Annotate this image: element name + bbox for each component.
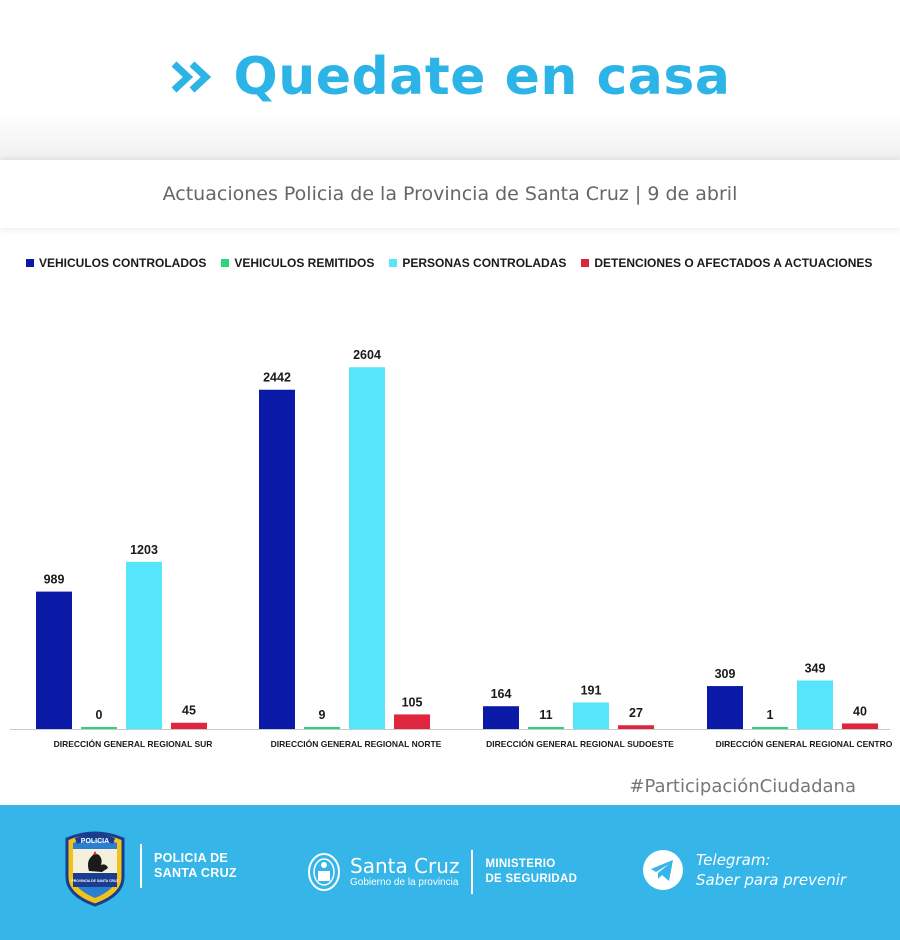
data-label: 989 bbox=[44, 573, 65, 587]
data-label: 2604 bbox=[353, 348, 381, 362]
data-label: 11 bbox=[539, 708, 552, 722]
footer: POLICIA PROVINCIA DE SANTA CRUZ POLICIA … bbox=[0, 805, 900, 940]
data-label: 164 bbox=[491, 687, 512, 701]
header: Quedate en casa bbox=[0, 0, 900, 160]
provincial-emblem-icon bbox=[308, 853, 340, 891]
legend-label: PERSONAS CONTROLADAS bbox=[402, 256, 567, 270]
telegram-text: Telegram: Saber para prevenir bbox=[696, 850, 846, 890]
chart-legend: VEHICULOS CONTROLADOS VEHICULOS REMITIDO… bbox=[26, 253, 896, 273]
double-chevron-right-icon bbox=[171, 61, 211, 93]
data-label: 0 bbox=[96, 708, 103, 722]
data-label: 27 bbox=[629, 706, 643, 720]
ministry-line-2: DE SEGURIDAD bbox=[485, 873, 578, 885]
legend-swatch bbox=[26, 259, 34, 267]
data-label: 349 bbox=[805, 662, 826, 676]
data-label: 45 bbox=[182, 704, 196, 718]
category-label: DIRECCIÓN GENERAL REGIONAL NORTE bbox=[271, 738, 442, 749]
province-name: Santa Cruz bbox=[350, 854, 460, 878]
page-title: Quedate en casa bbox=[233, 47, 731, 107]
category-label: DIRECCIÓN GENERAL REGIONAL CENTRO bbox=[716, 738, 893, 749]
police-line-2: SANTA CRUZ bbox=[154, 866, 237, 880]
bar bbox=[483, 706, 519, 729]
divider bbox=[140, 844, 142, 888]
bar bbox=[36, 591, 72, 729]
category-label: DIRECCIÓN GENERAL REGIONAL SUDOESTE bbox=[486, 738, 674, 749]
bar bbox=[394, 714, 430, 729]
legend-swatch bbox=[581, 259, 590, 267]
government-logo-group: Santa Cruz Gobierno de la provincia MINI… bbox=[306, 850, 577, 894]
bar bbox=[752, 727, 788, 729]
bar bbox=[304, 727, 340, 729]
data-label: 191 bbox=[581, 683, 602, 697]
police-name: POLICIA DE SANTA CRUZ bbox=[154, 851, 237, 881]
badge-top-text: POLICIA bbox=[81, 838, 109, 845]
province-sub: Gobierno de la provincia bbox=[350, 877, 459, 888]
chart-subtitle: Actuaciones Policia de la Provincia de S… bbox=[162, 183, 738, 205]
police-badge-icon: POLICIA PROVINCIA DE SANTA CRUZ bbox=[65, 831, 125, 907]
bar bbox=[528, 727, 564, 729]
bar bbox=[573, 702, 609, 729]
government-name: Santa Cruz Gobierno de la provincia bbox=[350, 855, 459, 889]
legend-label: VEHICULOS REMITIDOS bbox=[234, 256, 375, 270]
telegram-icon[interactable] bbox=[642, 849, 684, 891]
data-label: 1 bbox=[767, 708, 774, 722]
data-label: 309 bbox=[715, 667, 736, 681]
bar bbox=[707, 686, 743, 729]
bar bbox=[259, 389, 295, 729]
bar bbox=[842, 723, 878, 729]
category-label: DIRECCIÓN GENERAL REGIONAL SUR bbox=[54, 738, 213, 749]
bar bbox=[618, 725, 654, 729]
bar bbox=[797, 680, 833, 729]
bar bbox=[171, 722, 207, 729]
data-label: 105 bbox=[402, 695, 423, 709]
bar bbox=[349, 367, 385, 729]
legend-item-personas-controladas: PERSONAS CONTROLADAS bbox=[389, 256, 566, 270]
subtitle-band: Actuaciones Policia de la Provincia de S… bbox=[0, 160, 900, 228]
telegram-line-2: Saber para prevenir bbox=[696, 871, 847, 889]
legend-item-vehiculos-remitidos: VEHICULOS REMITIDOS bbox=[221, 256, 374, 270]
data-label: 1203 bbox=[130, 543, 158, 557]
bar bbox=[126, 561, 162, 729]
data-label: 40 bbox=[853, 704, 867, 718]
police-line-1: POLICIA DE bbox=[154, 851, 229, 865]
hashtag: #ParticipaciónCiudadana bbox=[629, 776, 856, 797]
legend-swatch bbox=[221, 259, 230, 267]
badge-bottom-text: PROVINCIA DE SANTA CRUZ bbox=[72, 879, 119, 883]
telegram-group: Telegram: Saber para prevenir bbox=[642, 849, 846, 891]
bar bbox=[81, 727, 117, 729]
legend-item-vehiculos-controlados: VEHICULOS CONTROLADOS bbox=[26, 256, 206, 270]
data-label: 9 bbox=[319, 708, 326, 722]
divider bbox=[471, 850, 474, 894]
data-label: 2442 bbox=[263, 371, 291, 385]
telegram-line-1: Telegram: bbox=[696, 851, 771, 869]
legend-item-detenciones: DETENCIONES O AFECTADOS A ACTUACIONES bbox=[581, 256, 872, 270]
ministry-name: MINISTERIO DE SEGURIDAD bbox=[485, 857, 577, 887]
legend-label: DETENCIONES O AFECTADOS A ACTUACIONES bbox=[594, 256, 873, 270]
legend-label: VEHICULOS CONTROLADOS bbox=[39, 256, 207, 270]
ministry-line-1: MINISTERIO bbox=[485, 858, 556, 870]
bar-chart: 989 0 1203 45 DIRECCIÓN GENERAL REGIONAL SUR… bbox=[10, 348, 893, 749]
police-logo-group: POLICIA PROVINCIA DE SANTA CRUZ POLICIA … bbox=[62, 825, 237, 907]
legend-swatch bbox=[389, 259, 398, 267]
